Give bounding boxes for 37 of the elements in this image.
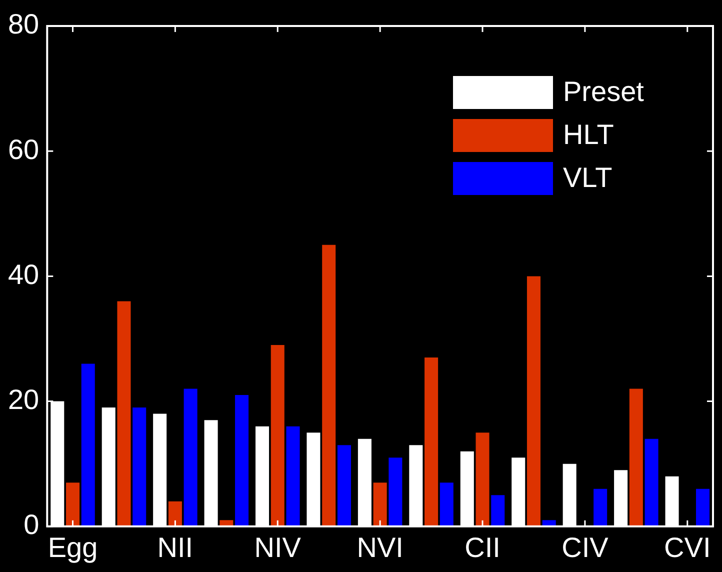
bar — [168, 501, 182, 526]
x-tick-label: CVI — [664, 532, 711, 563]
y-tick-label: 80 — [8, 8, 40, 40]
bar — [696, 488, 710, 526]
y-tick-label: 40 — [8, 258, 40, 290]
bar — [184, 388, 198, 526]
bar — [337, 445, 351, 526]
bar — [81, 364, 95, 526]
bar — [270, 345, 284, 526]
bar — [526, 276, 540, 526]
x-tick-label: CII — [464, 532, 500, 563]
bar — [440, 482, 454, 526]
bar — [491, 495, 505, 526]
bar — [117, 301, 131, 526]
bar — [476, 432, 490, 526]
bar — [322, 244, 336, 526]
bar — [594, 488, 608, 526]
bar — [66, 482, 80, 526]
bar — [286, 426, 300, 526]
y-tick-label: 20 — [8, 384, 40, 416]
y-tick-label: 0 — [24, 509, 40, 540]
bar — [132, 408, 146, 526]
bar — [644, 438, 658, 526]
bar — [388, 458, 402, 526]
x-tick-label: CIV — [562, 532, 609, 563]
x-tick-label: NVI — [356, 532, 404, 563]
legend-label: HLT — [563, 119, 614, 150]
bar — [235, 395, 249, 526]
bar — [424, 358, 438, 526]
legend-label: VLT — [563, 162, 612, 194]
x-tick-label: NII — [157, 532, 194, 563]
y-tick-label: 60 — [8, 134, 40, 165]
x-tick-label: NIV — [254, 532, 302, 563]
legend-label: Preset — [563, 76, 644, 108]
bar — [373, 482, 387, 526]
x-tick-label: Egg — [48, 532, 98, 563]
bar — [629, 388, 643, 526]
